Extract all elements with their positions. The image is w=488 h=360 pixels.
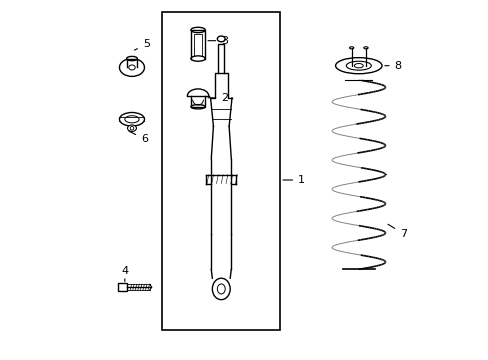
Ellipse shape [124,116,139,123]
Ellipse shape [119,59,144,76]
Text: 7: 7 [387,224,406,239]
Ellipse shape [354,64,363,68]
Ellipse shape [212,278,230,300]
Ellipse shape [335,58,381,74]
Ellipse shape [346,61,370,70]
Ellipse shape [119,112,144,126]
Text: 3: 3 [207,36,228,46]
Ellipse shape [190,105,205,109]
Text: 6: 6 [129,131,147,144]
Text: 1: 1 [283,175,305,185]
FancyBboxPatch shape [118,283,126,292]
Ellipse shape [217,284,225,294]
Ellipse shape [217,36,225,42]
Text: 5: 5 [134,39,149,50]
Ellipse shape [190,27,205,33]
Ellipse shape [363,47,367,49]
Text: 2: 2 [207,93,228,103]
Text: 8: 8 [384,61,401,71]
Text: 4: 4 [121,266,128,282]
Ellipse shape [128,65,135,70]
Ellipse shape [349,47,353,49]
Ellipse shape [130,126,134,130]
Ellipse shape [190,56,205,61]
Ellipse shape [126,57,137,61]
Ellipse shape [127,125,136,131]
